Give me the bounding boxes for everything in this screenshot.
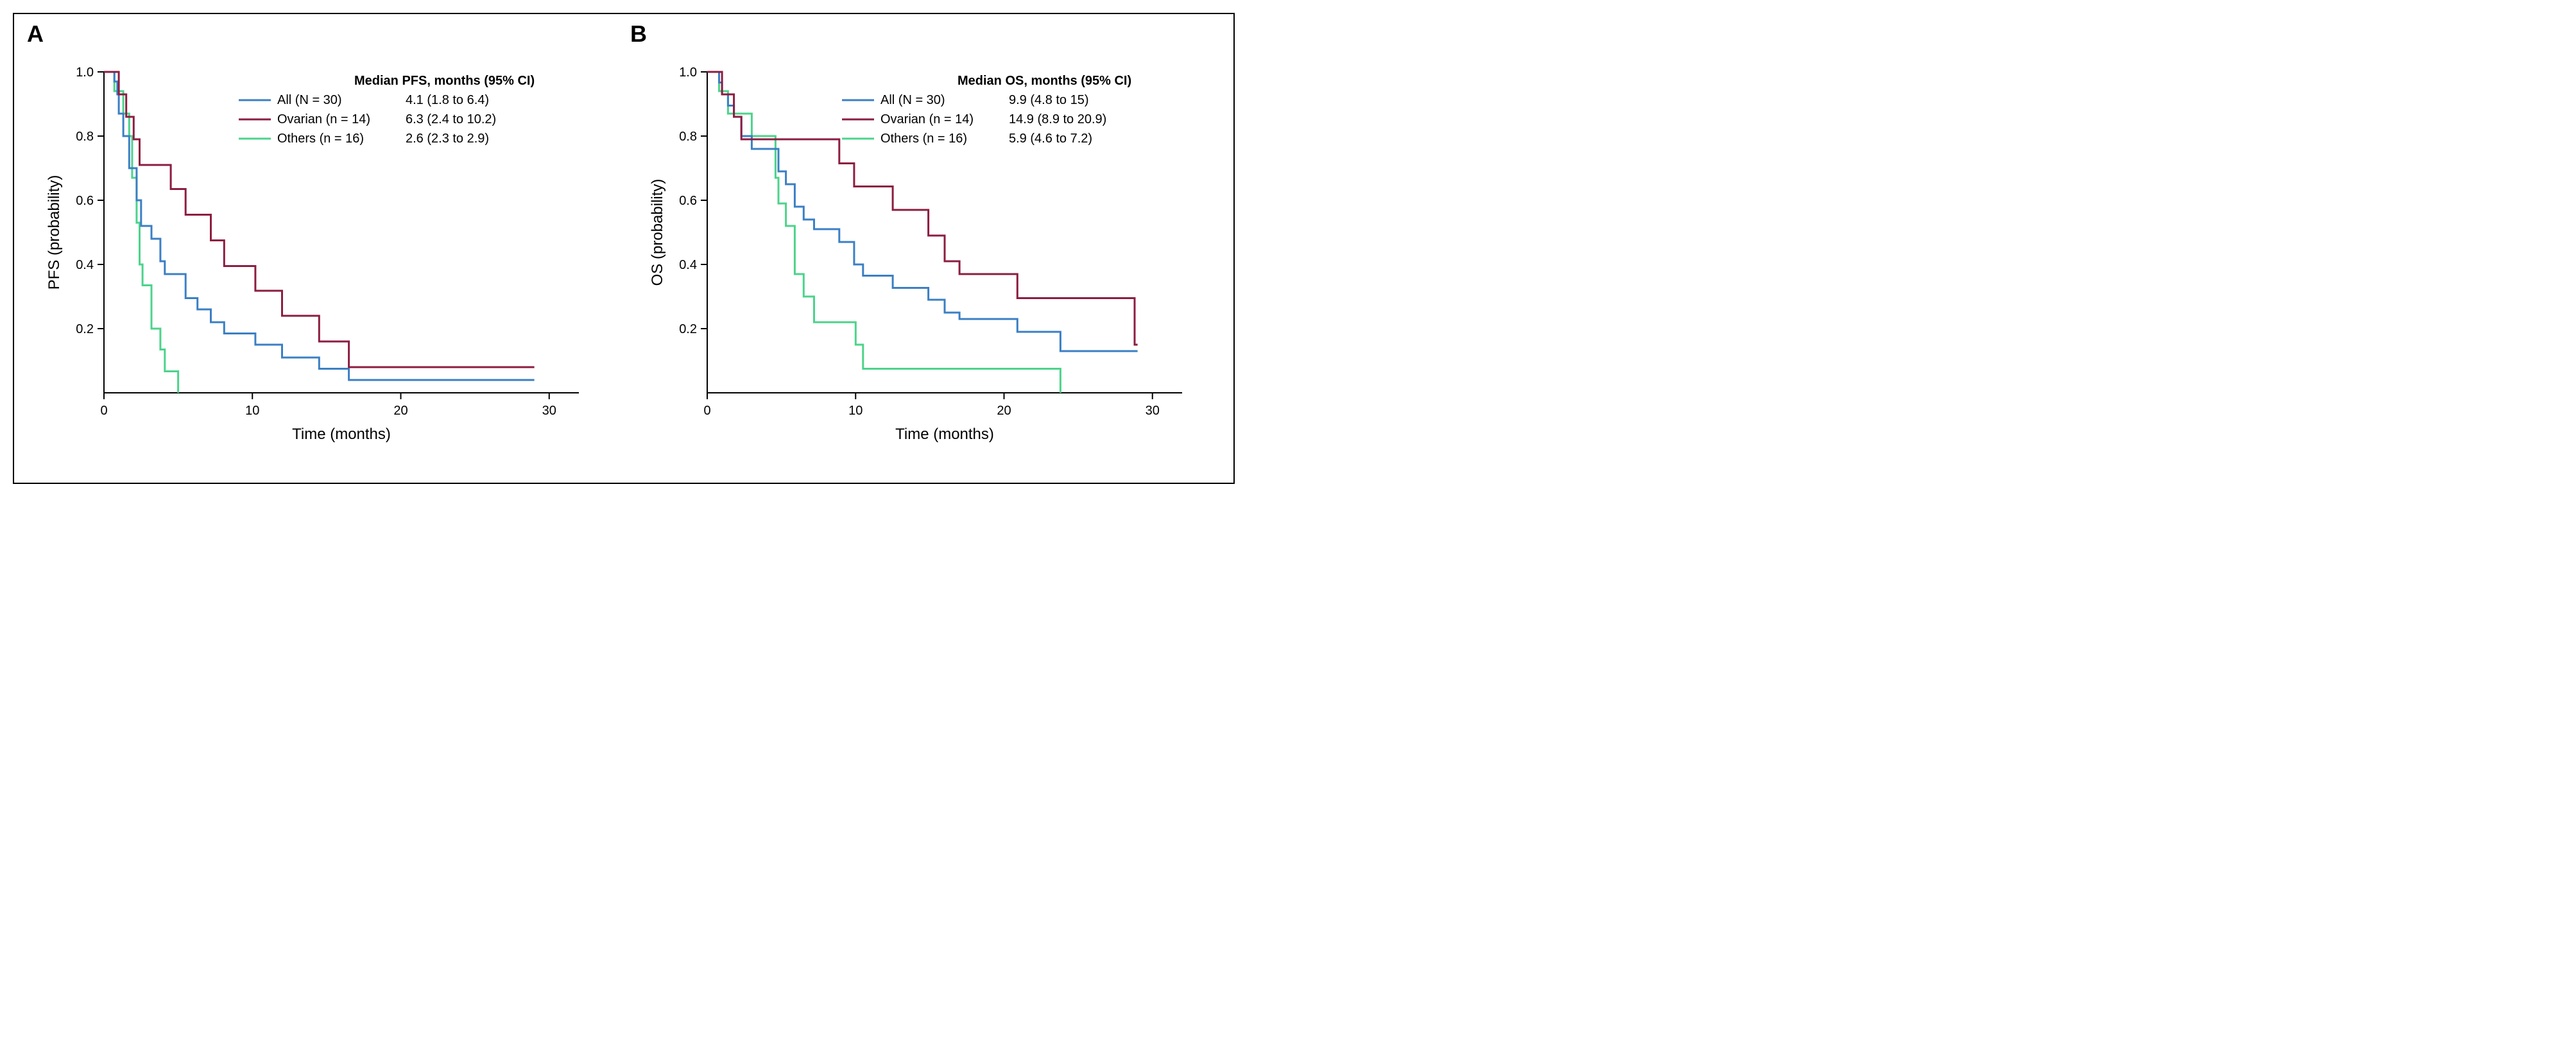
panel-b: B 0.20.40.60.81.00102030Time (months)OS … [637,27,1214,463]
svg-text:5.9 (4.6 to 7.2): 5.9 (4.6 to 7.2) [1009,132,1092,146]
svg-text:0.2: 0.2 [76,322,94,336]
svg-text:All (N = 30): All (N = 30) [880,93,945,107]
svg-text:1.0: 1.0 [679,65,697,80]
svg-text:6.3 (2.4 to 10.2): 6.3 (2.4 to 10.2) [406,112,496,126]
svg-text:Ovarian (n = 14): Ovarian (n = 14) [880,112,974,126]
svg-text:0.2: 0.2 [679,322,697,336]
svg-text:10: 10 [245,404,259,418]
svg-text:20: 20 [393,404,408,418]
svg-text:Median OS, months (95% CI): Median OS, months (95% CI) [957,74,1131,88]
svg-text:Others (n = 16): Others (n = 16) [880,132,967,146]
svg-text:0: 0 [703,404,710,418]
svg-text:14.9 (8.9 to 20.9): 14.9 (8.9 to 20.9) [1009,112,1106,126]
figure-container: A 0.2 0.4 0.6 0.8 1.0 0 10 20 30 Time (months) PFS… [13,13,1235,484]
panel-a: A 0.20.40.60.81.00102030Time (months)PFS… [33,27,611,463]
svg-text:4.1 (1.8 to 6.4): 4.1 (1.8 to 6.4) [406,93,489,107]
km-plot-pfs: 0.2 0.4 0.6 0.8 1.0 0 10 20 30 Time (months) PFS (… [33,53,611,463]
svg-text:Median PFS, months (95% CI): Median PFS, months (95% CI) [354,74,535,88]
svg-text:30: 30 [542,404,556,418]
svg-text:Time (months): Time (months) [292,426,391,443]
svg-text:0.4: 0.4 [679,258,697,272]
svg-text:0.6: 0.6 [76,194,94,208]
svg-text:Ovarian (n = 14): Ovarian (n = 14) [277,112,370,126]
panel-a-label: A [27,21,44,47]
svg-text:0.4: 0.4 [76,258,94,272]
svg-text:0.6: 0.6 [679,194,697,208]
svg-text:10: 10 [848,404,863,418]
svg-text:PFS (probability): PFS (probability) [46,175,63,290]
km-plot-os: 0.2 0.4 0.6 0.8 1.0 0 10 20 30 Time (months) OS (p… [637,53,1214,463]
svg-text:Others (n = 16): Others (n = 16) [277,132,364,146]
svg-text:2.6 (2.3 to 2.9): 2.6 (2.3 to 2.9) [406,132,489,146]
svg-text:9.9 (4.8 to 15): 9.9 (4.8 to 15) [1009,93,1089,107]
svg-text:20: 20 [997,404,1011,418]
svg-text:30: 30 [1146,404,1160,418]
svg-text:1.0: 1.0 [76,65,94,80]
panel-b-label: B [630,21,647,47]
svg-text:Time (months): Time (months) [895,426,994,443]
panel-a-chart: 0.2 0.4 0.6 0.8 1.0 0 10 20 30 Time (months) PFS (… [33,53,611,463]
svg-text:OS (probability): OS (probability) [649,179,666,286]
svg-text:0.8: 0.8 [679,130,697,144]
panel-b-chart: 0.2 0.4 0.6 0.8 1.0 0 10 20 30 Time (months) OS (p… [637,53,1214,463]
svg-text:0.8: 0.8 [76,130,94,144]
svg-text:All (N = 30): All (N = 30) [277,93,342,107]
svg-text:0: 0 [100,404,107,418]
